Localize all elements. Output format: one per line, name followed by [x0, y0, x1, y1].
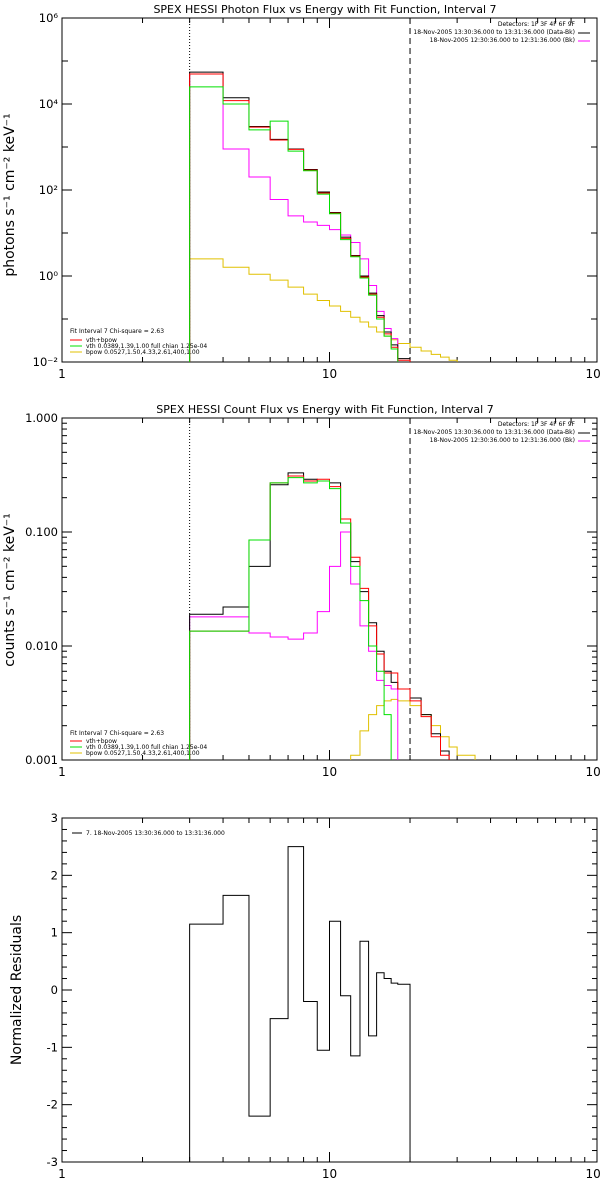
resid-y-tick-label: 3 [51, 811, 58, 825]
residuals-panel: Normalized Residuals 7. 18-Nov-2005 13:3… [9, 830, 225, 1065]
photon-series-bpow [189, 258, 458, 362]
count-plot: 1 10 100 0.001 0.010 0.100 1.000 [25, 411, 600, 779]
photon-x-tick-label: 10 [322, 367, 337, 381]
count-y-tick-label: 0.100 [25, 525, 58, 539]
resid-x-tick-label: 1 [58, 1167, 66, 1181]
resid-y-tick-label: -1 [47, 1040, 58, 1054]
count-legend-model: vth+bpow [86, 738, 117, 745]
resid-x-tick-label: 10 [322, 1167, 337, 1181]
photon-axes-frame [61, 17, 598, 363]
count-legend-bpow: bpow 0.0527,1.50,4.33,2.61,400,1.00 [86, 750, 200, 757]
photon-legend-model: vth+bpow [86, 337, 117, 344]
count-y-tick-label: 0.010 [25, 639, 58, 653]
photon-legend-vth: vth 0.0389,1.39,1.00 full chian 1.25e-04 [86, 343, 207, 350]
resid-y-tick-label: -2 [47, 1098, 58, 1112]
count-legend-bk-interval: 18-Nov-2005 12:30:36.000 to 12:31:36.000… [430, 437, 575, 444]
count-legend-bottom: Fit Interval 7 Chi-square = 2.63 vth+bpo… [70, 730, 207, 757]
resid-y-axis-label: Normalized Residuals [9, 915, 25, 1065]
photon-y-tick-label: 10² [39, 183, 58, 197]
count-flux-panel: SPEX HESSI Count Flux vs Energy with Fit… [2, 403, 590, 757]
count-series-group [189, 472, 476, 760]
photon-flux-panel: SPEX HESSI Photon Flux vs Energy with Fi… [2, 3, 590, 356]
count-series-bpow [350, 698, 476, 760]
resid-series-group [189, 846, 411, 1162]
photon-legend-data-interval: 18-Nov-2005 13:30:36.000 to 13:31:36.000… [413, 29, 575, 36]
count-series-vth [189, 477, 392, 760]
photon-chart-title: SPEX HESSI Photon Flux vs Energy with Fi… [153, 3, 496, 16]
count-legend-vth: vth 0.0389,1.39,1.00 full chian 1.25e-04 [86, 744, 207, 751]
count-legend-fit-info: Fit Interval 7 Chi-square = 2.63 [70, 730, 164, 737]
photon-series-bk [189, 73, 399, 362]
count-legend-detectors: Detectors: 1F 3F 4F 6F 9F [498, 421, 576, 428]
count-x-tick-label: 1 [58, 765, 66, 779]
count-y-axis-label: counts s⁻¹ cm⁻² keV⁻¹ [2, 513, 18, 667]
photon-series-vth [189, 86, 399, 362]
count-legend-top: Detectors: 1F 3F 4F 6F 9F 18-Nov-2005 13… [413, 421, 590, 444]
count-series-bk [189, 531, 399, 760]
photon-legend-bpow: bpow 0.0527,1.50,4.33,2.61,400,1.00 [86, 349, 200, 356]
resid-series-total [189, 846, 411, 1162]
photon-y-tick-label: 10⁻² [33, 355, 58, 369]
photon-plot: 1 10 100 10⁻² 10⁰ 10² 10⁴ 10⁶ [33, 11, 600, 381]
resid-legend-entry: 7. 18-Nov-2005 13:30:36.000 to 13:31:36.… [86, 830, 225, 837]
resid-plot: 1 10 100 -3 -2 -1 0 1 2 3 [47, 811, 600, 1181]
photon-series-group [189, 71, 458, 362]
photon-legend-bk-interval: 18-Nov-2005 12:30:36.000 to 12:31:36.000… [430, 37, 575, 44]
photon-y-axis-label: photons s⁻¹ cm⁻² keV⁻¹ [2, 113, 18, 276]
photon-legend-top: Detectors: 1F 3F 4F 6F 9F 18-Nov-2005 13… [413, 21, 590, 44]
resid-y-tick-label: 1 [51, 926, 58, 940]
resid-y-tick-label: 2 [51, 868, 58, 882]
photon-y-tick-label: 10⁶ [39, 11, 59, 25]
photon-legend-detectors: Detectors: 1F 3F 4F 6F 9F [498, 21, 576, 28]
photon-legend-fit-info: Fit Interval 7 Chi-square = 2.63 [70, 328, 164, 335]
photon-legend-bottom: Fit Interval 7 Chi-square = 2.63 vth+bpo… [70, 328, 207, 356]
resid-y-tick-label: 0 [51, 983, 58, 997]
resid-y-tick-label: -3 [47, 1155, 58, 1169]
photon-y-tick-label: 10⁰ [39, 269, 59, 283]
count-y-tick-label: 0.001 [25, 753, 58, 767]
photon-y-tick-label: 10⁴ [39, 97, 59, 111]
photon-x-tick-label: 100 [586, 367, 600, 381]
count-legend-data-interval: 18-Nov-2005 13:30:36.000 to 13:31:36.000… [413, 429, 575, 436]
resid-x-tick-label: 100 [586, 1167, 600, 1181]
count-y-tick-label: 1.000 [25, 411, 58, 425]
count-chart-title: SPEX HESSI Count Flux vs Energy with Fit… [156, 403, 493, 416]
photon-x-tick-label: 1 [58, 367, 66, 381]
count-x-tick-label: 10 [322, 765, 337, 779]
count-x-tick-label: 100 [586, 765, 600, 779]
